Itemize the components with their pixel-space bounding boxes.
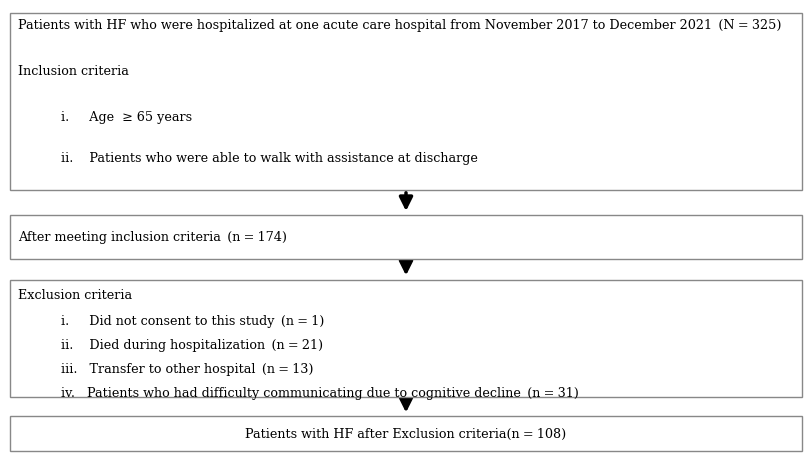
- Text: Inclusion criteria: Inclusion criteria: [18, 65, 129, 78]
- Text: iii.   Transfer to other hospital (n = 13): iii. Transfer to other hospital (n = 13): [61, 363, 313, 375]
- Text: Patients with HF after Exclusion criteria(n = 108): Patients with HF after Exclusion criteri…: [245, 427, 566, 440]
- Text: Exclusion criteria: Exclusion criteria: [18, 288, 132, 301]
- Text: After meeting inclusion criteria (n = 174): After meeting inclusion criteria (n = 17…: [18, 231, 286, 244]
- Text: i.     Age  ≥ 65 years: i. Age ≥ 65 years: [61, 111, 191, 123]
- FancyBboxPatch shape: [10, 14, 801, 190]
- Text: ii.    Patients who were able to walk with assistance at discharge: ii. Patients who were able to walk with …: [61, 152, 477, 165]
- FancyBboxPatch shape: [10, 416, 801, 451]
- Text: iv.   Patients who had difficulty communicating due to cognitive decline (n = 31: iv. Patients who had difficulty communic…: [61, 386, 578, 399]
- Text: ii.    Died during hospitalization (n = 21): ii. Died during hospitalization (n = 21): [61, 339, 323, 352]
- Text: i.     Did not consent to this study (n = 1): i. Did not consent to this study (n = 1): [61, 315, 324, 328]
- Text: Patients with HF who were hospitalized at one acute care hospital from November : Patients with HF who were hospitalized a…: [18, 19, 780, 32]
- FancyBboxPatch shape: [10, 280, 801, 397]
- FancyBboxPatch shape: [10, 216, 801, 259]
